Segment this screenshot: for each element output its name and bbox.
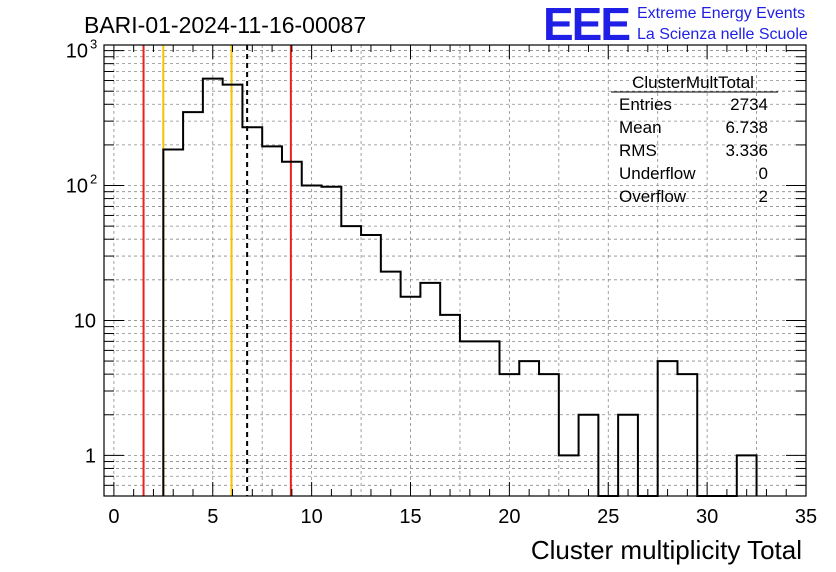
histogram-bin <box>302 186 322 496</box>
axis-ticks <box>104 45 807 497</box>
logo-text: EEE <box>543 0 629 50</box>
stats-value: 0 <box>759 164 768 183</box>
stats-label: Mean <box>619 118 662 137</box>
histogram-bin <box>282 162 302 496</box>
chart-title: BARI-01-2024-11-16-00087 <box>84 12 366 38</box>
histogram-bin <box>539 374 559 496</box>
histogram-bin <box>460 341 480 496</box>
x-tick-label: 10 <box>301 506 323 528</box>
histogram-bin <box>658 361 678 496</box>
stats-value: 3.336 <box>725 141 768 160</box>
histogram-bin <box>163 149 183 496</box>
histogram-bin <box>579 415 599 496</box>
x-axis-label: Cluster multiplicity Total <box>531 535 802 565</box>
histogram-bin <box>262 146 282 496</box>
y-tick-exponent: 2 <box>90 172 97 187</box>
logo-line2: La Scienza nelle Scuole <box>637 26 808 43</box>
x-tick-label: 25 <box>597 506 619 528</box>
stats-box: ClusterMultTotal Entries 2734 Mean 6.738 RMS… <box>611 73 778 206</box>
stats-label: Underflow <box>619 164 696 183</box>
histogram-bin <box>183 112 203 496</box>
eee-logo: EEE Extreme Energy Events La Scienza nel… <box>543 0 808 50</box>
histogram-bin <box>401 297 421 496</box>
histogram-bin <box>677 374 697 496</box>
histogram-bin <box>361 235 381 496</box>
x-tick-label: 20 <box>498 506 520 528</box>
grid <box>104 45 807 497</box>
x-tick-label: 0 <box>108 506 119 528</box>
histogram-bin <box>322 187 342 496</box>
y-tick-label: 1 <box>85 445 96 467</box>
plot-frame <box>103 44 807 497</box>
y-tick-label: 10 <box>74 310 96 332</box>
stats-label: Overflow <box>619 187 687 206</box>
histogram-bin <box>519 361 539 496</box>
histogram-bin <box>618 415 638 496</box>
histogram-bin <box>242 127 262 496</box>
histogram-bin <box>480 341 500 496</box>
histogram-bin <box>341 226 361 496</box>
stats-value: 2 <box>759 187 768 206</box>
histogram-bin <box>499 374 519 496</box>
histogram-bin <box>440 315 460 496</box>
x-tick-label: 35 <box>795 506 817 528</box>
stats-value: 2734 <box>730 95 768 114</box>
x-tick-label: 5 <box>207 506 218 528</box>
stats-title: ClusterMultTotal <box>632 73 754 92</box>
stats-label: Entries <box>619 95 672 114</box>
y-tick-label: 10 <box>66 176 88 198</box>
stats-value: 6.738 <box>725 118 768 137</box>
x-tick-label: 15 <box>399 506 421 528</box>
histogram-bin <box>381 272 401 496</box>
histogram-series <box>162 77 758 497</box>
logo-line1: Extreme Energy Events <box>637 5 805 22</box>
y-tick-label: 10 <box>66 41 88 63</box>
stats-label: RMS <box>619 141 657 160</box>
histogram-outline <box>162 77 758 497</box>
histogram-bin <box>420 283 440 496</box>
x-tick-label: 30 <box>696 506 718 528</box>
histogram-bin <box>223 85 243 496</box>
y-tick-exponent: 3 <box>90 37 97 52</box>
histogram-bin <box>203 79 223 496</box>
